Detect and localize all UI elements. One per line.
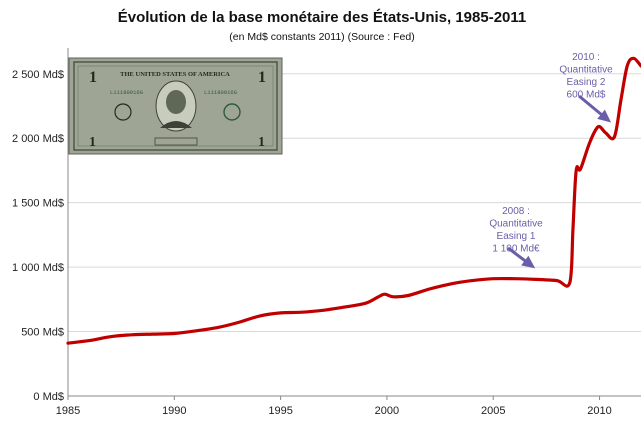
one-dollar-banner <box>154 137 198 146</box>
treasury-seal <box>223 103 241 121</box>
annotation-arrowhead <box>597 109 612 123</box>
bill-denomination-tr: 1 <box>258 69 266 86</box>
x-tick-label: 1995 <box>268 405 292 417</box>
chart-title: Évolution de la base monétaire des États… <box>118 9 527 26</box>
series-line <box>66 56 641 345</box>
annotation-text: Quantitative <box>559 65 613 76</box>
annotation-text: Quantitative <box>489 219 543 230</box>
y-tick-label: 0 Md$ <box>33 391 64 403</box>
x-tick-label: 2005 <box>481 405 505 417</box>
x-tick-label: 1990 <box>162 405 186 417</box>
federal-reserve-seal <box>114 103 132 121</box>
x-tick-label: 1985 <box>56 405 80 417</box>
annotation-text: Easing 2 <box>567 77 606 88</box>
chart-subtitle: (en Md$ constants 2011) (Source : Fed) <box>229 31 414 43</box>
bill-serial-left: L11180916G <box>110 89 143 96</box>
annotation-arrowhead <box>521 255 536 269</box>
x-tick-label: 2010 <box>587 405 611 417</box>
x-tick-label: 2000 <box>375 405 399 417</box>
y-tick-label: 2 500 Md$ <box>12 69 64 81</box>
bill-denomination-tl: 1 <box>89 69 97 86</box>
axes: 0 Md$ 500 Md$ 1 000 Md$ 1 500 Md$ 2 000 Md$ 2… <box>12 48 641 417</box>
annotation-text: 600 Md$ <box>567 90 606 101</box>
annotation-text: 2010 : <box>572 52 600 63</box>
bill-serial-right: L11180916G <box>204 89 237 96</box>
dollar-bill-image: THE UNITED STATES OF AMERICA 1 1 1 1 L11… <box>68 57 283 155</box>
y-tick-label: 1 500 Md$ <box>12 198 64 210</box>
bill-denomination-bl: 1 <box>89 135 96 150</box>
y-tick-label: 500 Md$ <box>21 327 64 339</box>
y-tick-label: 1 000 Md$ <box>12 262 64 274</box>
annotation-text: 2008 : <box>502 206 530 217</box>
portrait-shoulders <box>160 121 192 128</box>
bill-caption: THE UNITED STATES OF AMERICA <box>120 71 230 78</box>
portrait-head <box>166 90 186 114</box>
annotation-text: Easing 1 <box>497 231 536 242</box>
series-layer <box>66 56 641 345</box>
y-tick-label: 2 000 Md$ <box>12 133 64 145</box>
bill-denomination-br: 1 <box>258 135 265 150</box>
annotation-text: 1 100 Md€ <box>492 244 540 255</box>
